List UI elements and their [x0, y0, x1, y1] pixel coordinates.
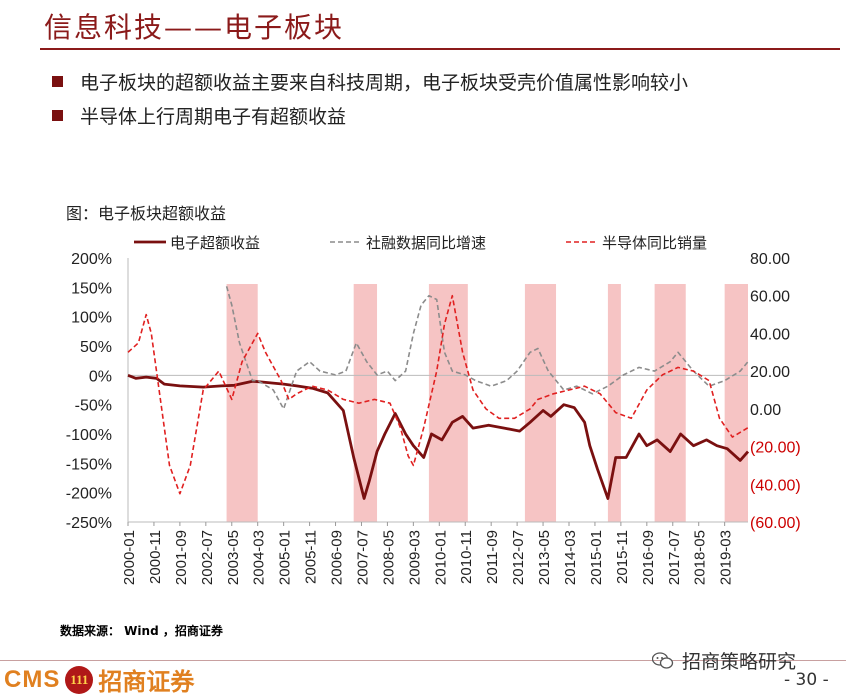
x-tick-label: 2003-05: [225, 530, 242, 585]
x-tick-label: 2000-11: [147, 530, 164, 584]
series-line: [127, 294, 749, 495]
x-tick-label: 2006-09: [329, 530, 346, 585]
company-logo: CMS 111 招商证券: [4, 662, 194, 697]
shaded-period: [428, 284, 468, 522]
logo-text: CMS: [4, 665, 61, 693]
x-tick-label: 2015-01: [588, 530, 605, 585]
left-tick-label: 200%: [71, 251, 112, 268]
x-tick-label: 2016-09: [640, 530, 657, 585]
right-tick-label: 60.00: [750, 289, 790, 306]
legend-label: 电子超额收益: [170, 234, 260, 252]
x-tick-label: 2001-09: [173, 530, 190, 585]
page-number: - 30 -: [784, 670, 829, 690]
bullet-item: 半导体上行周期电子有超额收益: [52, 98, 688, 132]
logo-badge: 111: [65, 665, 94, 694]
shaded-period: [226, 284, 258, 522]
page-title: 信息科技——电子板块: [44, 11, 345, 44]
shaded-period: [724, 284, 748, 522]
bullet-text: 半导体上行周期电子有超额收益: [80, 105, 347, 128]
shaded-period: [654, 284, 686, 522]
x-tick-label: 2015-11: [614, 530, 631, 584]
left-tick-label: 100%: [71, 310, 112, 327]
left-tick-label: -150%: [66, 456, 112, 473]
wechat-name: 招商策略研究: [682, 651, 797, 673]
x-tick-label: 2008-05: [380, 530, 397, 585]
bullet-text: 电子板块的超额收益主要来自科技周期，电子板块受壳价值属性影响较小: [80, 71, 689, 94]
chart-legend: 电子超额收益 社融数据同比增速 半导体同比销量: [134, 234, 707, 252]
source-note: 数据来源： Wind ，招商证券: [60, 624, 223, 638]
shaded-period: [607, 284, 621, 522]
title-divider: [40, 48, 840, 50]
left-tick-label: -50%: [75, 398, 112, 415]
figure-title: 图：电子板块超额收益: [66, 204, 227, 223]
wechat-icon: [652, 651, 674, 669]
excess-return-chart: 200% 150% 100% 50% 0% -50% -100% -150% -200% -250…: [66, 234, 801, 585]
x-tick-label: 2012-07: [510, 530, 527, 585]
x-tick-label: 2002-07: [199, 530, 216, 585]
x-tick-label: 2010-01: [432, 530, 449, 585]
right-tick-label: (20.00): [750, 440, 801, 457]
company-name: 招商证券: [98, 667, 195, 696]
bullet-square-icon: [52, 109, 63, 121]
right-tick-label: 20.00: [750, 364, 790, 381]
x-tick-label: 2014-03: [562, 530, 579, 585]
bullet-list: 电子板块的超额收益主要来自科技周期，电子板块受壳价值属性影响较小 半导体上行周期…: [52, 64, 688, 132]
x-tick-label: 2013-05: [536, 530, 553, 585]
left-tick-label: -100%: [66, 427, 112, 444]
legend-label: 社融数据同比增速: [366, 234, 486, 252]
right-tick-label: (40.00): [750, 477, 801, 494]
right-tick-label: 80.00: [750, 251, 790, 268]
left-tick-label: 150%: [71, 280, 112, 297]
chart-axes: 200% 150% 100% 50% 0% -50% -100% -150% -200% -250…: [66, 251, 801, 585]
x-tick-label: 2005-11: [303, 530, 320, 584]
chart-series: [127, 286, 750, 500]
left-tick-label: 50%: [80, 339, 112, 356]
left-tick-label: 0%: [89, 368, 112, 385]
wechat-account: 招商策略研究: [652, 647, 796, 674]
x-tick-label: 2017-07: [666, 530, 683, 585]
x-tick-label: 2005-01: [277, 530, 294, 585]
x-tick-label: 2009-03: [406, 530, 423, 585]
left-tick-label: -200%: [66, 486, 112, 503]
x-tick-label: 2000-01: [121, 530, 138, 585]
right-tick-label: 0.00: [750, 402, 781, 419]
left-tick-label: -250%: [66, 515, 112, 532]
series-line: [225, 286, 749, 410]
legend-label: 半导体同比销量: [602, 234, 707, 252]
x-tick-label: 2011-09: [484, 530, 501, 584]
shaded-period: [524, 284, 557, 522]
x-tick-label: 2007-07: [354, 530, 371, 585]
footer-divider: [0, 660, 846, 661]
right-tick-label: (60.00): [750, 515, 801, 532]
x-tick-label: 2010-11: [458, 530, 475, 584]
shaded-periods: [226, 284, 748, 522]
right-tick-label: 40.00: [750, 326, 790, 343]
bullet-item: 电子板块的超额收益主要来自科技周期，电子板块受壳价值属性影响较小: [52, 64, 688, 98]
bullet-square-icon: [52, 75, 63, 87]
x-tick-label: 2019-03: [718, 530, 735, 585]
shaded-period: [353, 284, 378, 522]
x-tick-label: 2018-05: [692, 530, 709, 585]
x-tick-label: 2004-03: [251, 530, 268, 585]
